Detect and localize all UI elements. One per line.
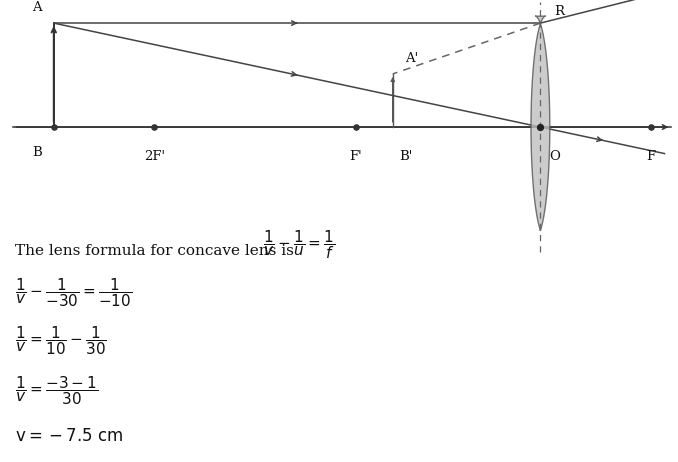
Polygon shape — [531, 16, 550, 238]
Text: A': A' — [405, 52, 418, 65]
Text: The lens formula for concave lens is: The lens formula for concave lens is — [15, 243, 299, 258]
Point — [351, 123, 361, 131]
Text: O: O — [550, 150, 561, 163]
Point — [535, 123, 546, 131]
Text: B: B — [32, 146, 42, 158]
Text: 2F': 2F' — [144, 150, 165, 163]
Text: $\dfrac{1}{v} = \dfrac{1}{10} - \dfrac{1}{30}$: $\dfrac{1}{v} = \dfrac{1}{10} - \dfrac{1… — [15, 324, 106, 357]
Text: B': B' — [399, 150, 413, 163]
Text: F: F — [647, 150, 656, 163]
Point — [149, 123, 160, 131]
Text: R: R — [554, 6, 564, 18]
Point — [645, 123, 656, 131]
Text: F': F' — [349, 150, 362, 163]
Point — [48, 123, 59, 131]
Text: $\dfrac{1}{v} - \dfrac{1}{u} = \dfrac{1}{f}$: $\dfrac{1}{v} - \dfrac{1}{u} = \dfrac{1}… — [263, 228, 335, 261]
Text: A: A — [32, 1, 42, 14]
Text: $\mathrm{v = -7.5\ cm}$: $\mathrm{v = -7.5\ cm}$ — [15, 428, 123, 445]
Text: $\dfrac{1}{v} = \dfrac{-3-1}{30}$: $\dfrac{1}{v} = \dfrac{-3-1}{30}$ — [15, 374, 98, 407]
Text: $\dfrac{1}{v} - \dfrac{1}{-30} = \dfrac{1}{-10}$: $\dfrac{1}{v} - \dfrac{1}{-30} = \dfrac{… — [15, 276, 132, 309]
